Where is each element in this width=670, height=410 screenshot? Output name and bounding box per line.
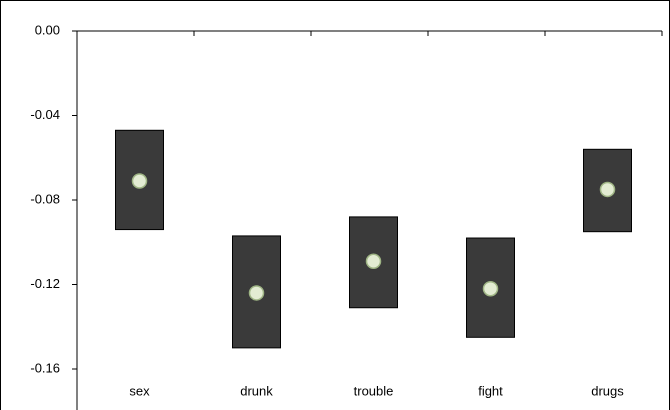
y-tick-label: -0.08 bbox=[30, 191, 60, 206]
y-tick-label: -0.16 bbox=[30, 360, 60, 375]
y-tick-label: -0.04 bbox=[30, 107, 60, 122]
x-tick-label: sex bbox=[129, 383, 150, 398]
range-box bbox=[349, 216, 398, 309]
estimate-point bbox=[482, 280, 499, 297]
x-tick-label: drunk bbox=[240, 383, 273, 398]
estimate-point bbox=[248, 285, 265, 301]
x-tick-label: trouble bbox=[354, 383, 394, 398]
y-tick-label: -0.12 bbox=[30, 276, 60, 291]
x-tick-label: fight bbox=[478, 383, 503, 398]
estimate-point bbox=[131, 173, 148, 189]
estimate-point bbox=[365, 253, 382, 270]
x-tick-label: drugs bbox=[591, 383, 624, 398]
y-tick-label: 0.00 bbox=[35, 22, 60, 37]
estimate-point bbox=[599, 181, 616, 198]
